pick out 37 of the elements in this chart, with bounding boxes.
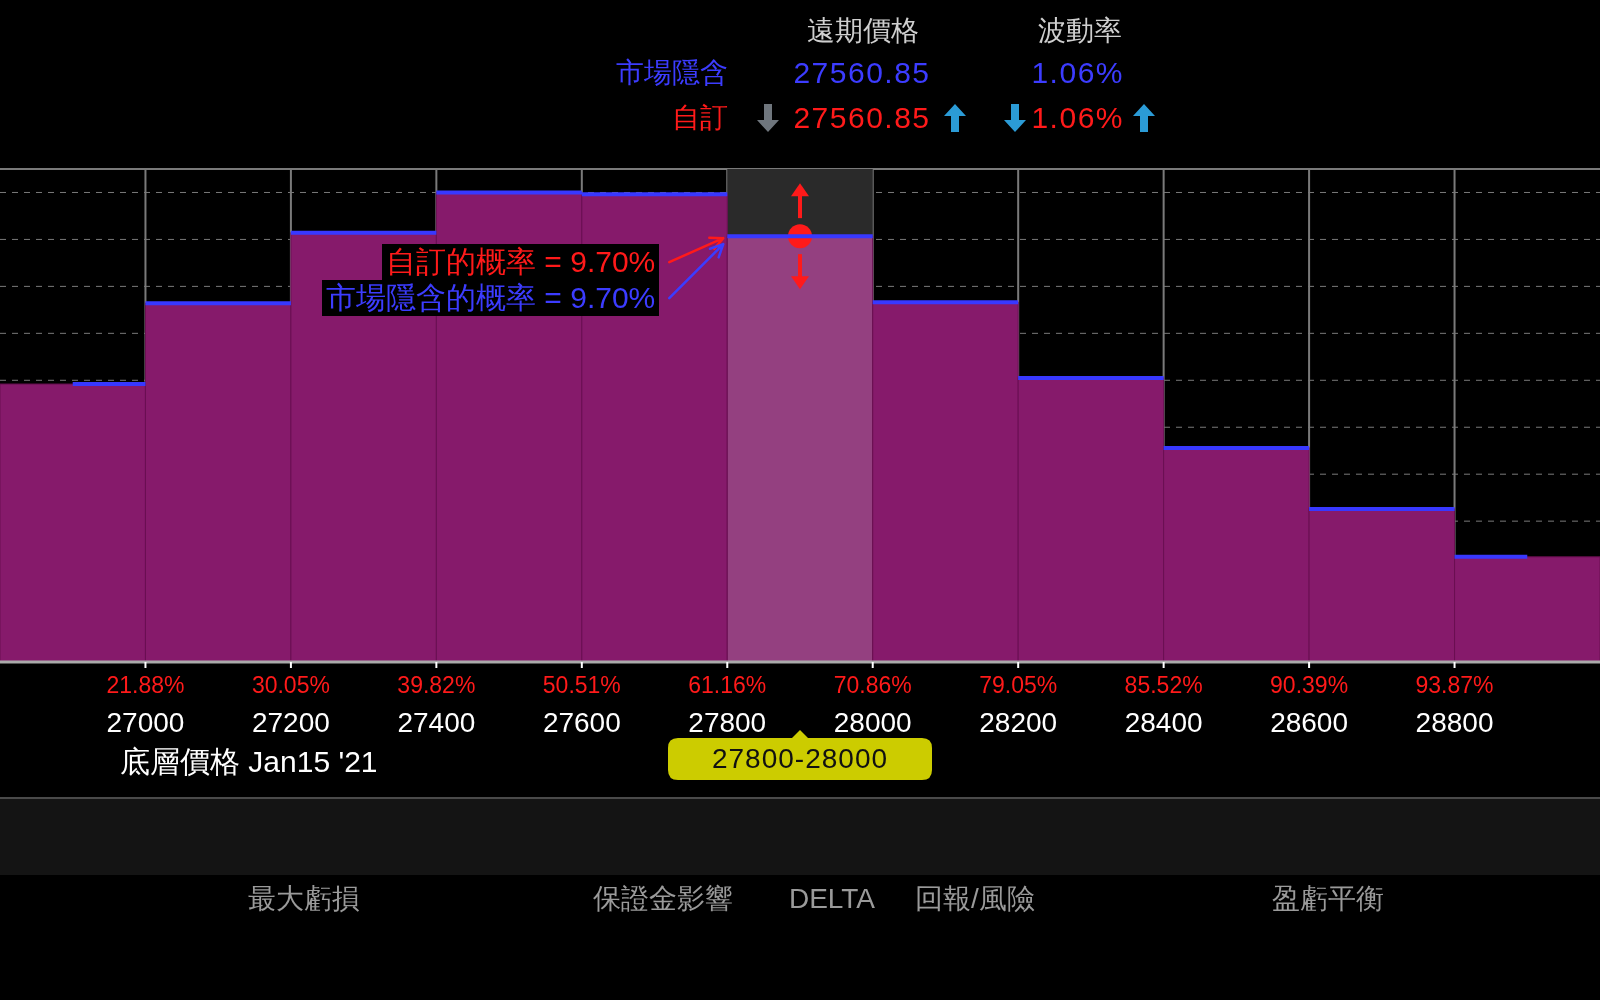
text: 回報/風險	[915, 882, 1035, 916]
text: 85.52%	[1124, 672, 1203, 700]
text: 1.06%	[1031, 55, 1124, 91]
annotation: 市場隱含的概率 = 9.70%	[322, 280, 660, 317]
text: 93.87%	[1415, 672, 1494, 700]
annotation: 自訂的概率 = 9.70%	[382, 244, 660, 281]
text: 1.06%	[1031, 100, 1124, 136]
x-tick-label: 28000	[833, 706, 912, 738]
text: 盈虧平衡	[1272, 882, 1384, 916]
text: 21.88%	[106, 672, 185, 700]
text: 保證金影響	[593, 882, 733, 916]
x-tick-label: 27600	[542, 706, 621, 738]
text: 最大虧損	[248, 882, 360, 916]
x-axis-title: 底層價格 Jan15 '21	[120, 744, 378, 780]
text: 30.05%	[251, 672, 330, 700]
x-tick-label: 28800	[1415, 706, 1494, 738]
text: 自訂	[672, 101, 728, 135]
text: 90.39%	[1270, 672, 1349, 700]
text: 遠期價格	[807, 14, 919, 48]
text: DELTA	[788, 882, 876, 916]
text: 79.05%	[979, 672, 1058, 700]
text: 27560.85	[793, 100, 931, 136]
x-tick-label: 27800	[688, 706, 767, 738]
text: 市場隱含	[616, 56, 728, 90]
x-tick-label: 28200	[979, 706, 1058, 738]
band-label: 27800-28000	[711, 742, 889, 776]
text: 50.51%	[542, 672, 621, 700]
text: 70.86%	[833, 672, 912, 700]
text: 27560.85	[793, 55, 931, 91]
text: 39.82%	[397, 672, 476, 700]
text: 波動率	[1038, 14, 1122, 48]
text: 61.16%	[688, 672, 767, 700]
x-tick-label: 28400	[1124, 706, 1203, 738]
x-tick-label: 27000	[106, 706, 185, 738]
x-tick-label: 28600	[1270, 706, 1349, 738]
x-tick-label: 27200	[251, 706, 330, 738]
x-tick-label: 27400	[397, 706, 476, 738]
